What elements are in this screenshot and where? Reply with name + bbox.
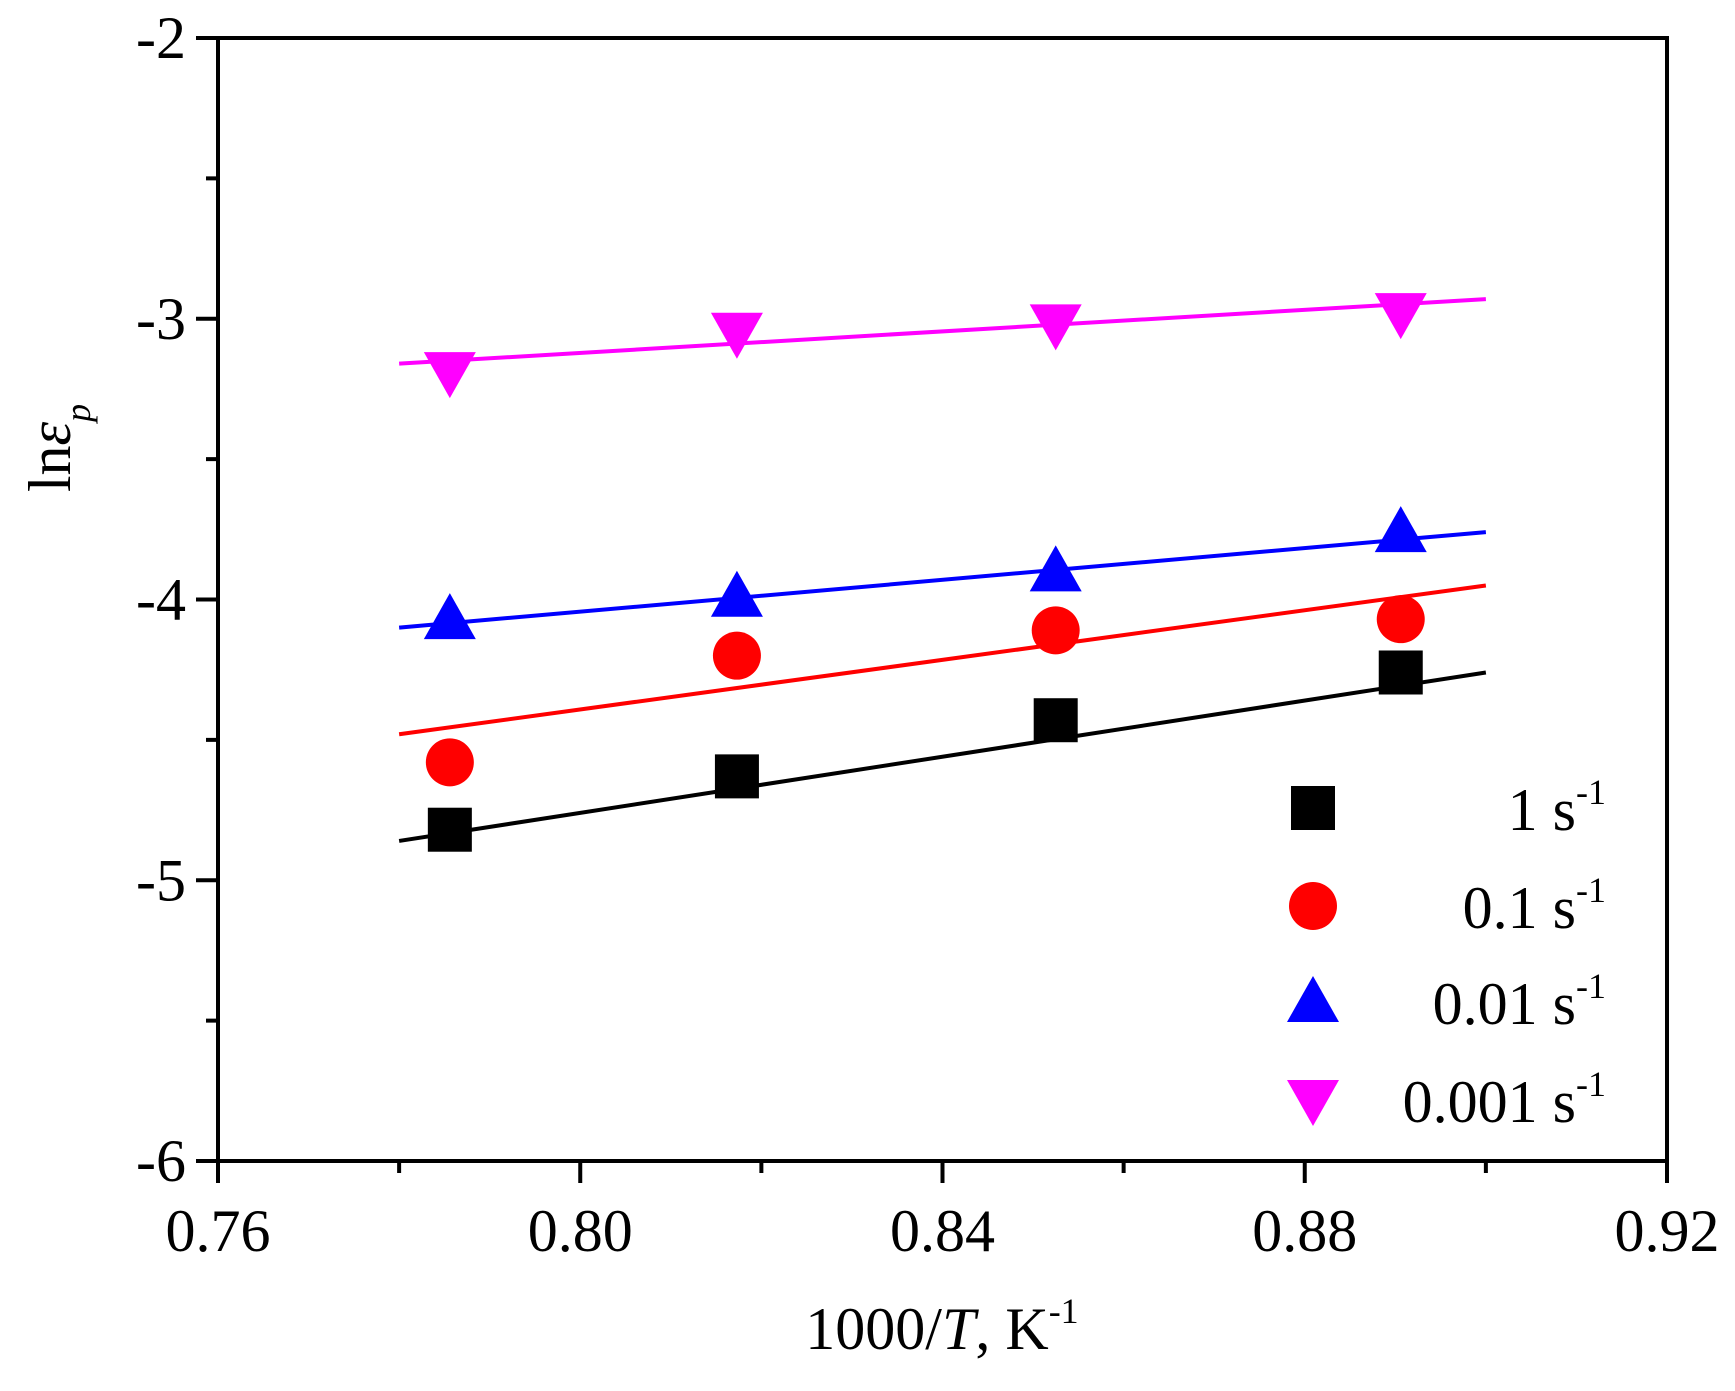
fit-line-series-3 [399,297,1486,366]
data-point-series-0 [1033,698,1078,743]
fit-lines [398,297,1487,843]
data-point-series-1 [1376,595,1425,644]
x-tick-label: 0.80 [528,1198,633,1264]
data-point-series-1 [425,738,474,787]
y-axis-title: lnεp [17,404,98,492]
data-markers [423,293,1427,852]
x-tick-label: 0.92 [1615,1198,1720,1264]
axis-ticks [196,36,1669,1183]
y-tick-label: -6 [136,1128,186,1194]
data-point-series-3 [710,312,763,359]
data-point-series-2 [710,570,763,617]
y-tick-labels: -6 -5 -4 -3 -2 [136,5,186,1194]
data-point-series-0 [714,754,759,799]
legend-label: 0.1 s-1 [1463,870,1606,941]
data-point-series-0 [1378,650,1423,695]
fit-line-series-0 [398,670,1487,843]
data-point-series-2 [1374,506,1427,553]
x-tick-label: 0.88 [1252,1198,1357,1264]
y-tick-label: -4 [136,567,186,633]
y-tick-label: -5 [136,847,186,913]
data-point-series-2 [423,593,476,640]
legend-label: 0.001 s-1 [1403,1064,1606,1135]
legend-marker [1287,976,1339,1022]
legend-label: 1 s-1 [1508,772,1606,843]
x-tick-label: 0.76 [166,1198,271,1264]
legend-marker [1289,882,1337,930]
fit-line-series-2 [398,530,1487,630]
legend-marker [1291,786,1335,830]
y-tick-label: -3 [136,286,186,352]
fit-line-series-1 [398,583,1487,737]
x-axis-title: 1000/T, K-1 [805,1291,1078,1362]
legend-marker [1287,1080,1339,1126]
y-tick-label: -2 [136,5,186,71]
legend-label: 0.01 s-1 [1433,966,1606,1037]
data-point-series-3 [1029,304,1082,351]
data-point-series-1 [712,631,761,680]
data-point-series-1 [1031,606,1080,655]
data-point-series-2 [1029,545,1082,592]
x-tick-labels: 0.76 0.80 0.84 0.88 0.92 [166,1198,1720,1264]
data-point-series-0 [427,807,472,852]
data-point-series-3 [1374,293,1427,340]
legend: 1 s-1 0.1 s-1 0.01 s-1 0.001 s-1 [1287,772,1606,1135]
x-tick-label: 0.84 [890,1198,995,1264]
data-point-series-3 [423,352,476,399]
